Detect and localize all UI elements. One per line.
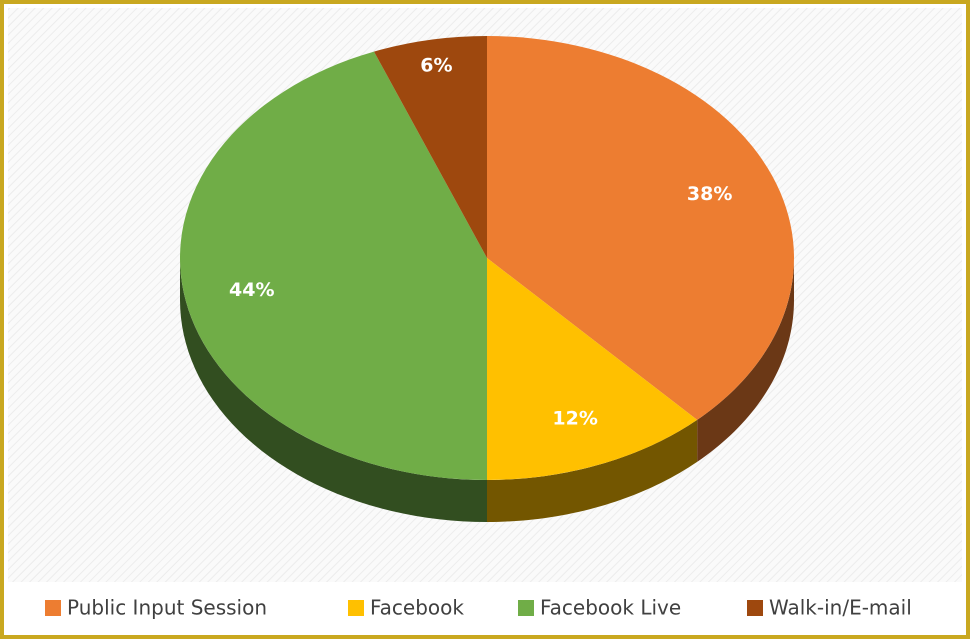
legend-swatch bbox=[45, 600, 61, 616]
data-label: 44% bbox=[229, 279, 274, 301]
slice bbox=[487, 36, 794, 420]
legend-swatch bbox=[518, 600, 534, 616]
legend-swatch bbox=[348, 600, 364, 616]
pie: 38% 12% 44% 6% bbox=[179, 36, 794, 522]
slice bbox=[179, 51, 487, 480]
data-label: 6% bbox=[420, 55, 452, 77]
legend-label: Facebook Live bbox=[540, 596, 681, 620]
data-label: 38% bbox=[687, 183, 732, 205]
slice-side bbox=[697, 258, 794, 462]
legend-label: Facebook bbox=[370, 596, 464, 620]
slice-side bbox=[180, 258, 487, 522]
legend-label: Public Input Session bbox=[67, 596, 267, 620]
legend-swatch bbox=[747, 600, 763, 616]
legend-label: Walk-in/E-mail bbox=[769, 596, 912, 620]
data-label: 12% bbox=[552, 408, 597, 430]
slice bbox=[487, 258, 698, 480]
legend: Public Input Session Facebook Facebook Liv… bbox=[45, 596, 912, 620]
slice-side bbox=[487, 419, 698, 522]
slice bbox=[373, 36, 487, 258]
